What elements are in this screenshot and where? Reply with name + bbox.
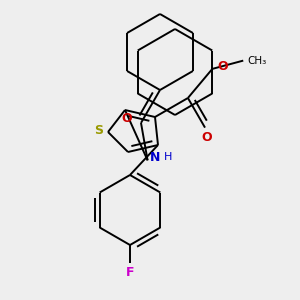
Text: O: O bbox=[122, 112, 132, 125]
Text: O: O bbox=[217, 60, 228, 74]
Text: N: N bbox=[149, 151, 160, 164]
Text: H: H bbox=[164, 152, 172, 162]
Text: F: F bbox=[126, 266, 134, 280]
Text: O: O bbox=[202, 131, 212, 144]
Text: CH₃: CH₃ bbox=[248, 56, 267, 66]
Text: S: S bbox=[94, 124, 103, 136]
